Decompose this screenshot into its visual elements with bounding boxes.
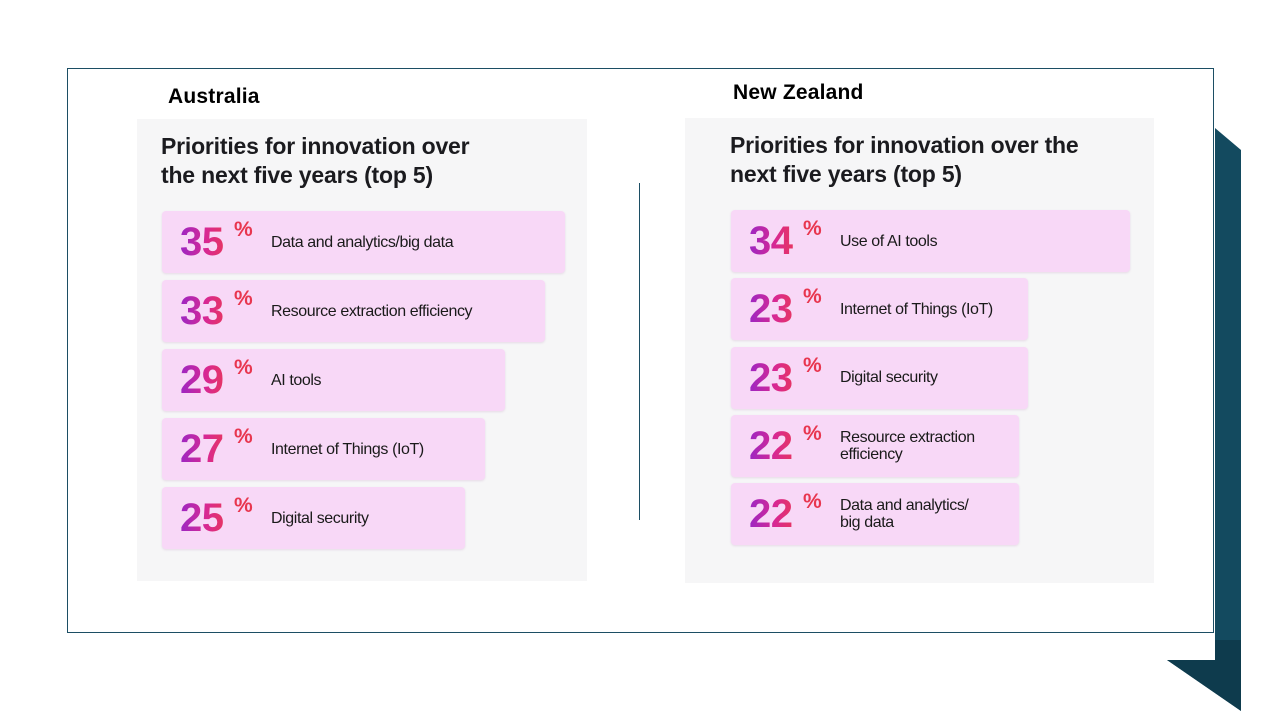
category-label: Use of AI tools — [840, 210, 1050, 272]
category-label-text: AI tools — [271, 371, 322, 389]
category-label: Digital security — [271, 487, 481, 549]
category-label: Internet of Things (IoT) — [271, 418, 481, 480]
category-label: Digital security — [840, 347, 1050, 409]
category-label-text: Internet of Things (IoT) — [271, 440, 424, 458]
value-label: 23 — [749, 353, 793, 403]
category-label: AI tools — [271, 349, 481, 411]
category-label: Resource extraction efficiency — [271, 280, 481, 342]
percent-sign: % — [803, 353, 822, 377]
category-label: Resource extraction efficiency — [840, 415, 1050, 477]
new-zealand-bar-5: 22% Data and analytics/big data — [731, 483, 1019, 546]
new-zealand-chart-panel: Priorities for innovation over the next … — [685, 118, 1154, 583]
percent-sign: % — [803, 421, 822, 445]
new-zealand-label: New Zealand — [733, 81, 864, 104]
australia-bar-4: 27% Internet of Things (IoT) — [162, 418, 485, 480]
value-label: 33 — [180, 286, 224, 336]
australia-bar-5: 25% Digital security — [162, 487, 465, 549]
panel-divider — [639, 183, 640, 520]
australia-chart-title: Priorities for innovation over the next … — [161, 132, 470, 190]
category-label: Data and analytics/big data — [271, 211, 481, 273]
value-label: 22 — [749, 421, 793, 471]
new-zealand-chart-title-line2: next five years (top 5) — [730, 161, 962, 187]
percent-sign: % — [803, 490, 822, 514]
australia-bar-3: 29% AI tools — [162, 349, 505, 411]
value-label: 25 — [180, 493, 224, 543]
percent-sign: % — [803, 217, 822, 240]
australia-chart-panel: Priorities for innovation over the next … — [137, 119, 587, 581]
value-label: 23 — [749, 284, 793, 334]
value-label: 27 — [180, 424, 224, 474]
category-label-text: Digital security — [271, 509, 369, 527]
category-label-text: Data and analytics/big data — [271, 233, 454, 251]
category-label-text: Data and analytics/big data — [840, 497, 969, 532]
value-label: 22 — [749, 489, 793, 539]
australia-bar-2: 33% Resource extraction efficiency — [162, 280, 545, 342]
percent-sign: % — [234, 356, 253, 379]
new-zealand-bar-3: 23% Digital security — [731, 346, 1029, 409]
new-zealand-chart-title-line1: Priorities for innovation over the — [730, 132, 1079, 158]
category-label-text: Internet of Things (IoT) — [840, 300, 993, 318]
new-zealand-bar-2: 23% Internet of Things (IoT) — [731, 278, 1029, 341]
accent-polygon-shade — [1167, 640, 1241, 711]
category-label-text: Resource extraction efficiency — [840, 428, 975, 463]
value-label: 35 — [180, 217, 224, 267]
percent-sign: % — [803, 285, 822, 309]
category-label: Internet of Things (IoT) — [840, 278, 1050, 340]
value-label: 29 — [180, 355, 224, 405]
australia-chart-title-line1: Priorities for innovation over — [161, 133, 470, 159]
percent-sign: % — [234, 218, 253, 241]
percent-sign: % — [234, 425, 253, 448]
accent-polygon-main — [1167, 128, 1241, 711]
new-zealand-bar-4: 22% Resource extraction efficiency — [731, 414, 1019, 477]
australia-chart-title-line2: the next five years (top 5) — [161, 162, 433, 188]
percent-sign: % — [234, 287, 253, 310]
category-label-text: Resource extraction efficiency — [271, 302, 473, 320]
category-label-text: Use of AI tools — [840, 232, 938, 250]
value-label: 34 — [749, 216, 793, 266]
australia-bar-1: 35% Data and analytics/big data — [162, 211, 565, 273]
percent-sign: % — [234, 494, 253, 517]
new-zealand-chart-title: Priorities for innovation over the next … — [730, 131, 1079, 189]
new-zealand-bar-1: 34% Use of AI tools — [731, 210, 1130, 272]
australia-label: Australia — [168, 85, 260, 108]
category-label-text: Digital security — [840, 369, 938, 387]
category-label: Data and analytics/big data — [840, 483, 1050, 545]
